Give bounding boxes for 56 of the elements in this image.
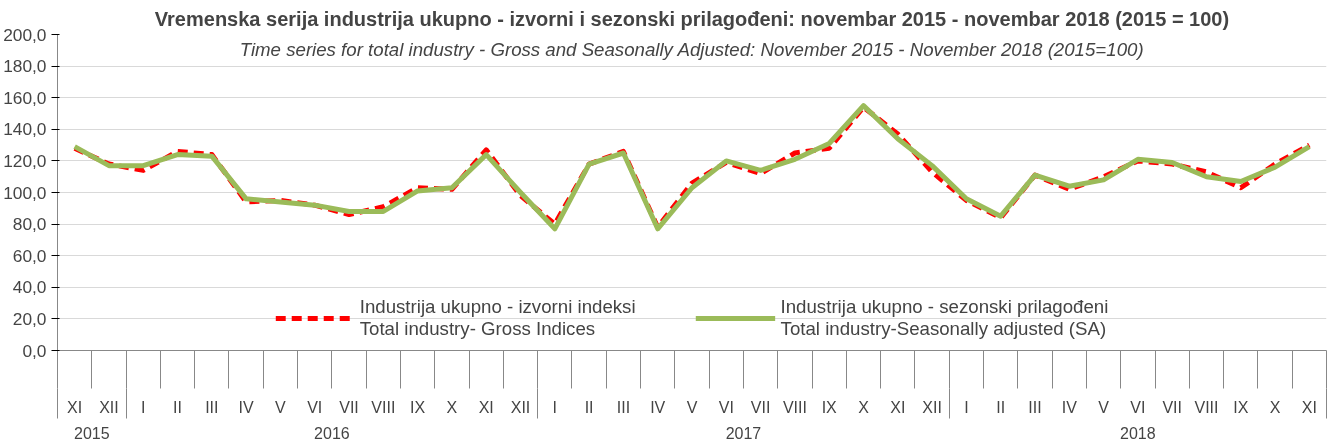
x-tick-label: VII <box>339 398 359 416</box>
x-tick-label: VIII <box>371 398 396 416</box>
y-tick-label: 80,0 <box>12 214 47 235</box>
x-tick-label: IV <box>650 398 666 416</box>
text: 2018 <box>1120 424 1156 441</box>
x-tick-label: VIII <box>782 398 807 416</box>
y-tick-label: 140,0 <box>3 119 47 140</box>
y-tick-label: 20,0 <box>12 308 47 329</box>
x-tick-label: VI <box>718 398 734 416</box>
x-tick-label: II <box>173 398 182 416</box>
text: 2015 <box>74 424 110 441</box>
x-tick-label: X <box>1269 398 1281 416</box>
chart-subtitle: Time series for total industry - Gross and Seasonally Adjusted: November 2015 - November 2018 (2015=100) <box>239 38 1144 60</box>
chart-title: Vremenska serija industrija ukupno - izvorni i sezonski prilagođeni: novembar 2015 - novembar 2018 (2015 = 100) <box>154 7 1230 30</box>
y-tick-label: 160,0 <box>3 87 47 108</box>
x-tick-label: VII <box>1162 398 1182 416</box>
x-tick-label: X <box>858 398 870 416</box>
x-tick-label: IX <box>1233 398 1249 416</box>
x-tick-label: XI <box>67 398 83 416</box>
y-tick-label: 180,0 <box>3 56 47 77</box>
x-tick-label: V <box>1098 398 1110 416</box>
y-tick-label: 100,0 <box>3 182 47 203</box>
x-tick-label: I <box>141 398 146 416</box>
x-tick-label: IV <box>238 398 255 416</box>
x-tick-label: XI <box>1301 398 1317 416</box>
x-tick-label: VIII <box>1194 398 1219 416</box>
x-tick-label: VII <box>750 398 771 416</box>
x-tick-label: I <box>552 398 558 416</box>
x-tick-label: V <box>275 398 287 416</box>
x-tick-label: VI <box>1130 398 1146 416</box>
y-tick-label: 40,0 <box>12 277 47 298</box>
x-tick-label: III <box>616 398 631 416</box>
x-tick-label: I <box>964 398 969 416</box>
x-tick-label: V <box>686 398 698 416</box>
legend-label: Industrija ukupno - sezonski prilagođeni Total industry-Seasonally adjusted (SA) <box>780 296 1109 340</box>
x-tick-label: X <box>446 398 458 416</box>
x-tick-label: XI <box>890 398 906 416</box>
x-tick-label: III <box>1028 398 1042 416</box>
y-tick-label: 0,0 <box>22 340 47 361</box>
y-tick-label: 120,0 <box>3 150 47 171</box>
x-tick-label: VI <box>307 398 323 416</box>
y-tick-label: 200,0 <box>3 24 47 45</box>
x-tick-label: IV <box>1061 398 1078 416</box>
x-tick-label: IX <box>821 398 838 416</box>
legend-label: Industrija ukupno - izvorni indeksi Total industry- Gross Indices <box>359 296 636 340</box>
x-tick-label: XII <box>922 398 942 416</box>
x-tick-label: XII <box>510 398 531 416</box>
x-tick-label: XII <box>99 398 119 416</box>
x-tick-label: IX <box>410 398 426 416</box>
x-tick-label: II <box>584 398 594 416</box>
x-tick-label: III <box>205 398 219 416</box>
text: 2017 <box>725 424 762 441</box>
y-tick-label: 60,0 <box>12 245 47 266</box>
x-tick-label: II <box>996 398 1006 416</box>
text: 2016 <box>314 424 350 441</box>
x-tick-label: XI <box>478 398 494 416</box>
